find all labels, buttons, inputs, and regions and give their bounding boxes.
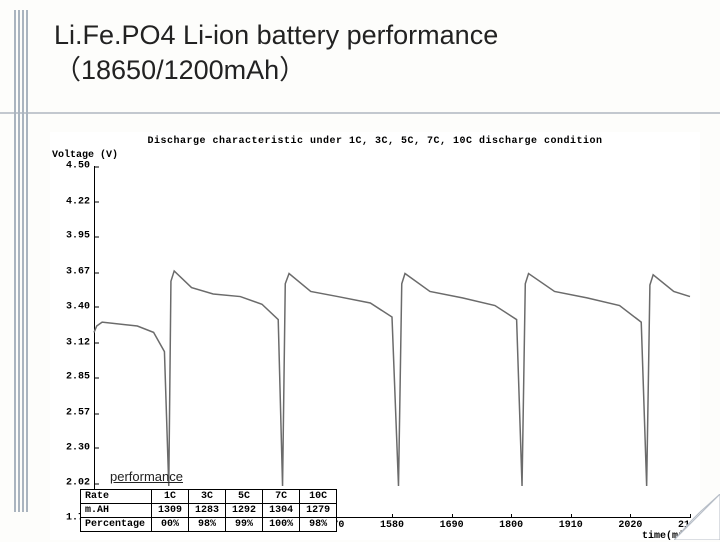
y-tick: 3.40 [66, 301, 94, 312]
slide-root: Li.Fe.PO4 Li-ion battery performance（186… [0, 0, 720, 540]
line-series [94, 166, 690, 518]
table-rowheader: m.AH [81, 504, 152, 518]
slide-title: Li.Fe.PO4 Li-ion battery performance（186… [54, 18, 692, 88]
x-tick: 2020 [618, 518, 642, 531]
table-cell: 3C [189, 490, 226, 504]
table-cell: 1304 [263, 504, 300, 518]
y-tick: 2.57 [66, 408, 94, 419]
table-cell: 1283 [189, 504, 226, 518]
x-tick: 2130 [678, 518, 702, 531]
y-tick: 4.50 [66, 161, 94, 172]
chart-title: Discharge characteristic under 1C, 3C, 5… [50, 136, 700, 147]
table-cell: 1279 [300, 504, 337, 518]
table-cell: 5C [226, 490, 263, 504]
title-block: Li.Fe.PO4 Li-ion battery performance（186… [0, 18, 720, 114]
chart-x-label: time(min) [642, 531, 696, 542]
table-cell: 98% [300, 518, 337, 532]
y-tick: 2.85 [66, 372, 94, 383]
table-cell: 1C [152, 490, 189, 504]
table-cell: 10C [300, 490, 337, 504]
x-tick: 1690 [440, 518, 464, 531]
table-rowheader: Rate [81, 490, 152, 504]
y-tick: 3.95 [66, 231, 94, 242]
x-tick: 1800 [499, 518, 523, 531]
chart-y-label: Voltage (V) [52, 150, 118, 161]
table-cell: 99% [226, 518, 263, 532]
table-cell: 1309 [152, 504, 189, 518]
x-tick: 1580 [380, 518, 404, 531]
y-tick: 3.12 [66, 337, 94, 348]
y-tick: 4.22 [66, 196, 94, 207]
stray-label-performance: performance [110, 469, 183, 484]
table-cell: 7C [263, 490, 300, 504]
table-cell: 1292 [226, 504, 263, 518]
table-rowheader: Percentage [81, 518, 152, 532]
y-tick: 2.02 [66, 478, 94, 489]
plot-area: 4.504.223.953.673.403.122.852.572.302.02… [94, 166, 690, 518]
x-tick: 1910 [559, 518, 583, 531]
table-cell: 00% [152, 518, 189, 532]
rate-table: Rate1C3C5C7C10C m.AH13091283129213041279 P… [80, 489, 337, 532]
table-cell: 98% [189, 518, 226, 532]
y-tick: 2.30 [66, 442, 94, 453]
table-cell: 100% [263, 518, 300, 532]
y-tick: 3.67 [66, 267, 94, 278]
